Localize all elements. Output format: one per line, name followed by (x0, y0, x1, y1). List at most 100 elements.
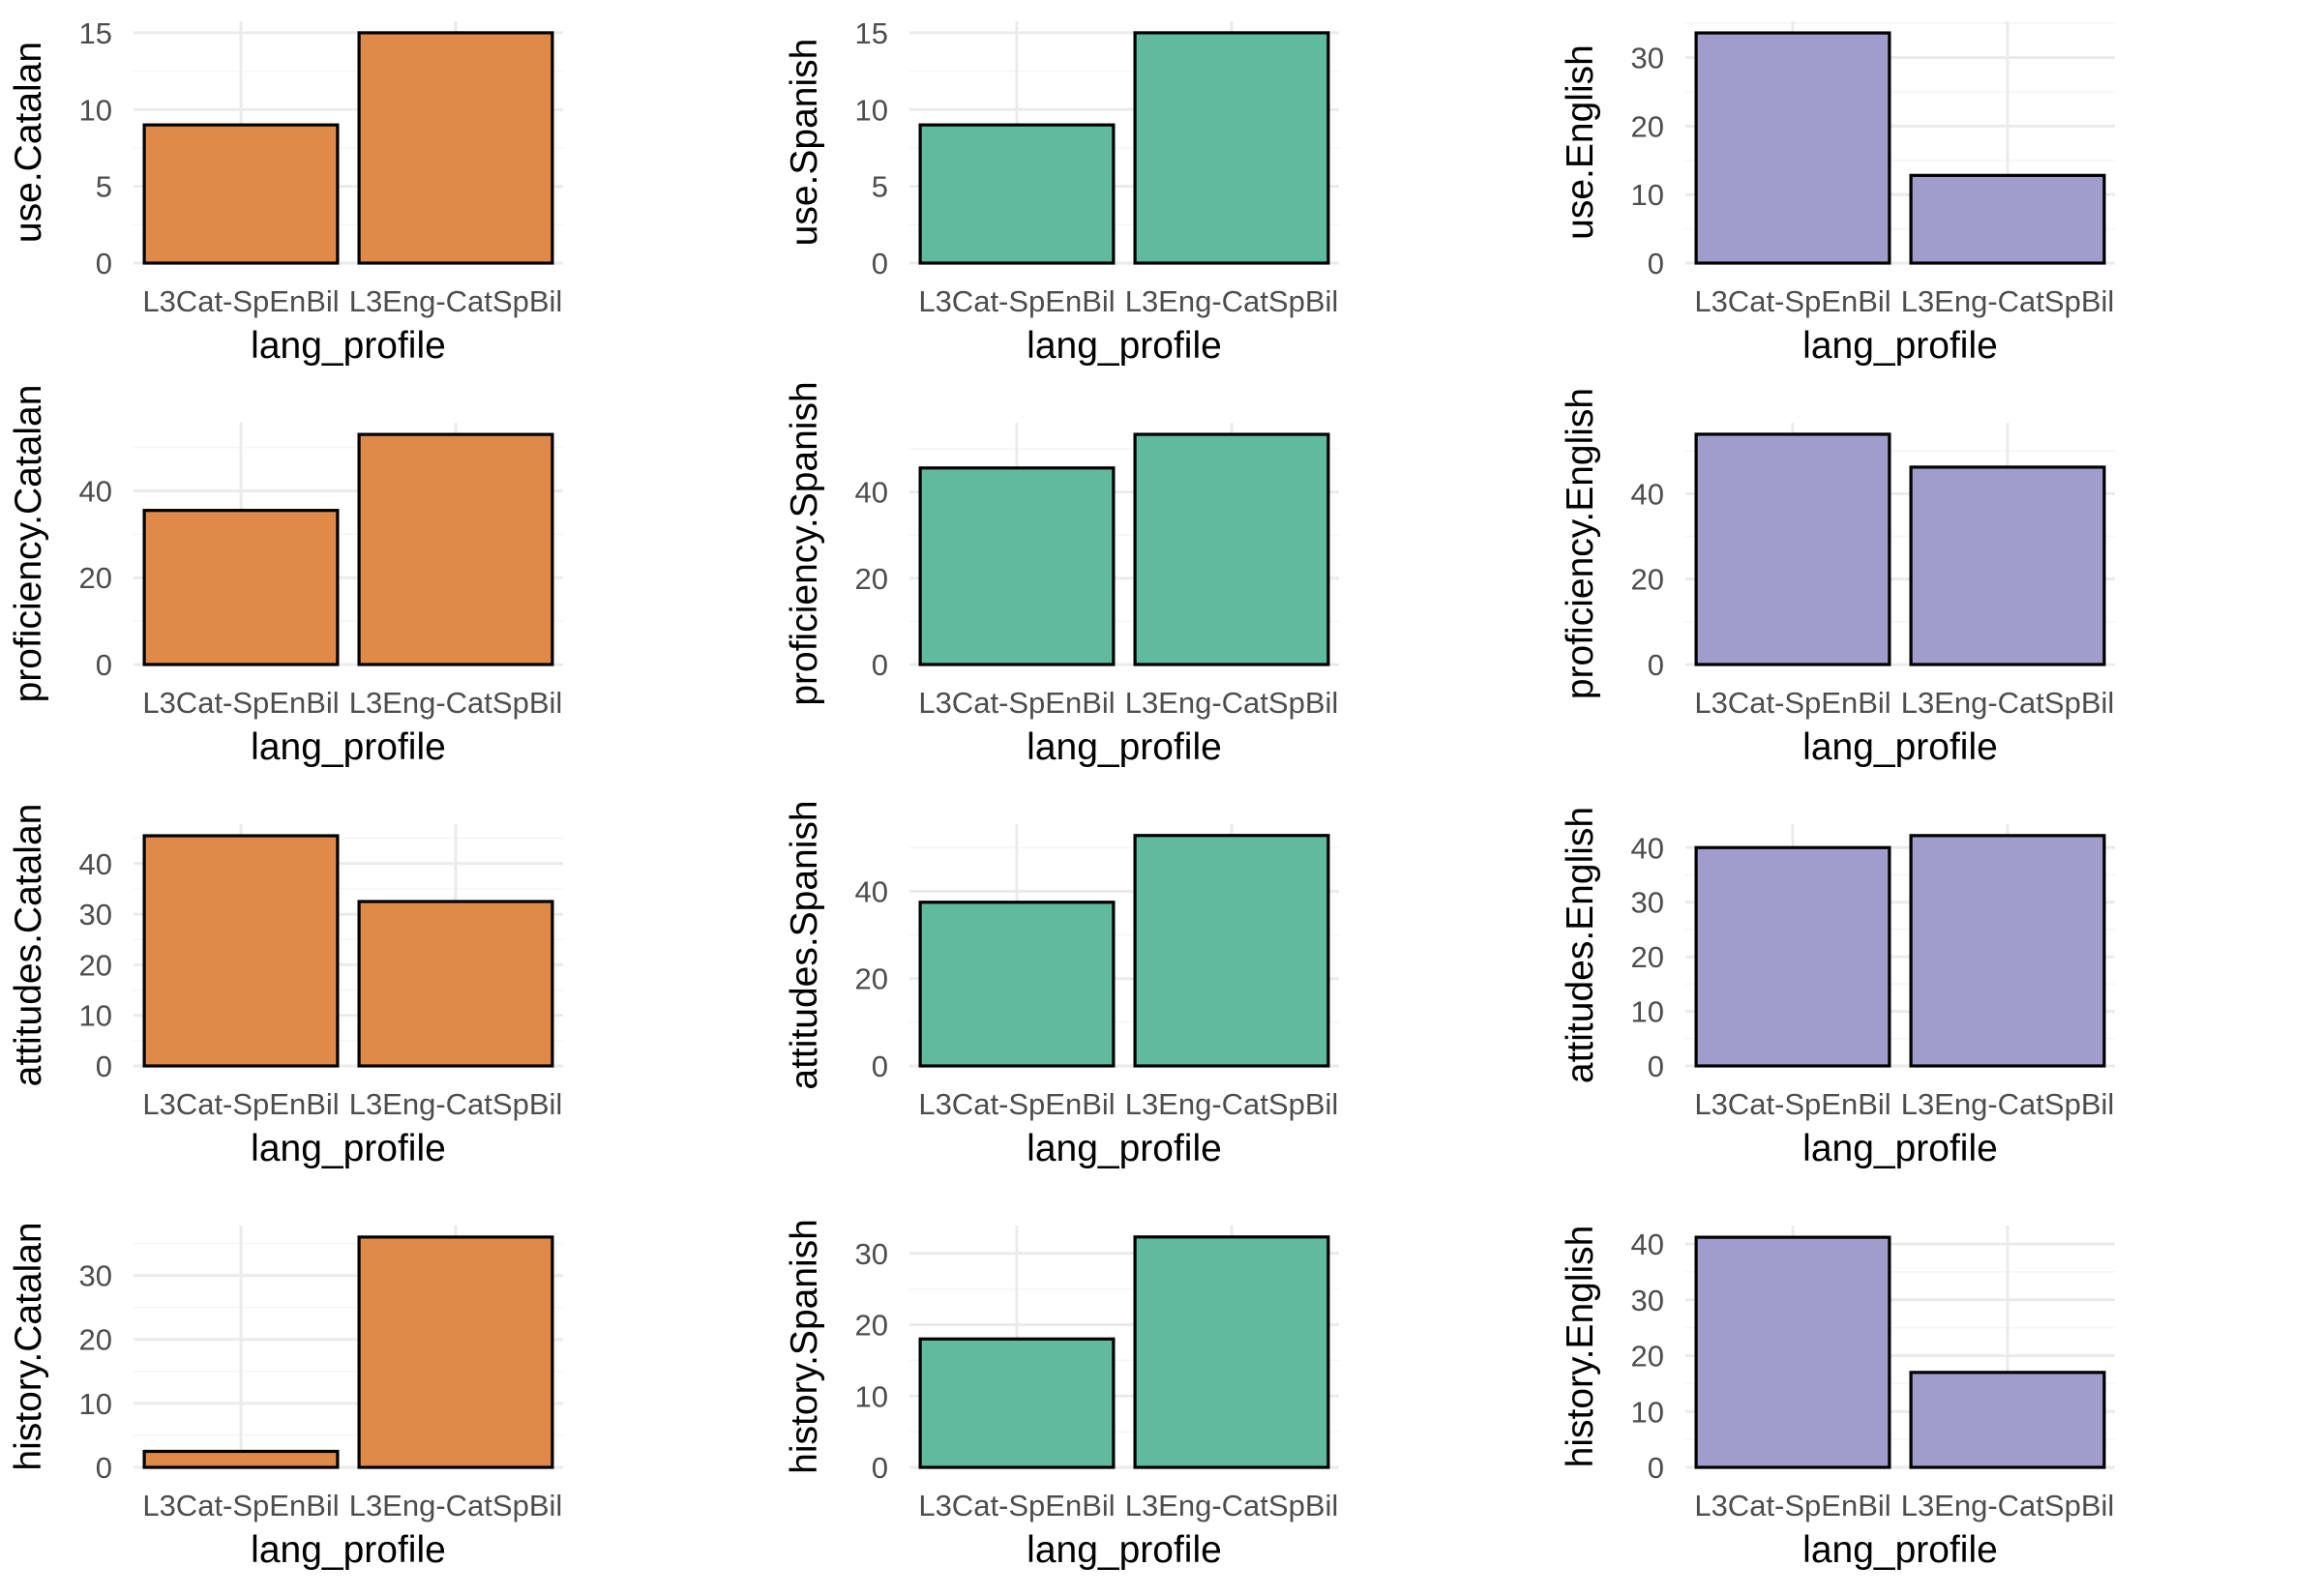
y-tick-label: 40 (79, 847, 112, 881)
panel-use-Spanish: 0 5 10 15 L3Cat-SpEnBil L3Eng-CatSpBil lang_pr… (784, 16, 1339, 367)
x-tick-label: L3Eng-CatSpBil (1125, 686, 1339, 720)
panel-attitudes-Catalan: 0 10 20 30 40 L3Cat-SpEnBil L3Eng-CatSpBil lang… (8, 804, 563, 1169)
bar-L3Cat-SpEnBil (918, 123, 1116, 265)
y-axis-title: use.Catalan (8, 42, 49, 243)
bar-L3Eng-CatSpBil (1133, 31, 1330, 265)
x-axis-title: lang_profile (1027, 325, 1222, 367)
bar-L3Cat-SpEnBil (1694, 1235, 1891, 1469)
x-tick-label: L3Cat-SpEnBil (918, 284, 1115, 318)
y-tick-label: 0 (96, 1451, 112, 1485)
y-tick-label: 10 (79, 999, 112, 1033)
bar-L3Eng-CatSpBil (1133, 1235, 1330, 1469)
y-tick-label: 5 (872, 170, 888, 204)
bar-L3Eng-CatSpBil (1909, 173, 2106, 265)
y-tick-label: 20 (79, 1323, 112, 1357)
y-tick-label: 20 (1631, 109, 1664, 143)
x-tick-label: L3Eng-CatSpBil (1901, 1087, 2115, 1121)
y-axis-title: history.English (1560, 1226, 1601, 1468)
bar-L3Eng-CatSpBil (1909, 1371, 2106, 1469)
x-axis-title: lang_profile (1802, 325, 1998, 367)
x-tick-label: L3Cat-SpEnBil (1694, 284, 1890, 318)
y-tick-label: 10 (79, 1387, 112, 1421)
y-tick-label: 30 (79, 1259, 112, 1293)
panel-history-Spanish: 0 10 20 30 L3Cat-SpEnBil L3Eng-CatSpBil lang_p… (784, 1219, 1339, 1571)
y-axis-title: history.Spanish (784, 1219, 825, 1474)
x-axis-title: lang_profile (251, 325, 446, 367)
y-tick-label: 10 (79, 93, 112, 127)
y-tick-label: 0 (872, 1451, 888, 1485)
x-axis-title: lang_profile (1027, 1529, 1222, 1571)
y-tick-label: 20 (1631, 1340, 1664, 1374)
y-axis-title: attitudes.Catalan (8, 804, 49, 1087)
y-tick-label: 0 (872, 247, 888, 281)
y-tick-label: 10 (1631, 178, 1664, 212)
x-axis-title: lang_profile (1802, 1128, 1998, 1169)
y-tick-label: 0 (96, 247, 112, 281)
x-tick-label: L3Eng-CatSpBil (349, 284, 563, 318)
x-tick-label: L3Cat-SpEnBil (1694, 686, 1890, 720)
x-tick-label: L3Eng-CatSpBil (1901, 686, 2115, 720)
y-tick-label: 30 (1631, 1284, 1664, 1317)
panel-attitudes-Spanish: 0 20 40 L3Cat-SpEnBil L3Eng-CatSpBil lang_pro… (784, 800, 1339, 1169)
y-tick-label: 10 (855, 93, 888, 127)
y-tick-label: 40 (855, 476, 888, 510)
x-tick-label: L3Cat-SpEnBil (142, 686, 339, 720)
x-tick-label: L3Cat-SpEnBil (1694, 1087, 1890, 1121)
y-tick-label: 0 (96, 1049, 112, 1083)
y-tick-label: 20 (79, 561, 112, 595)
y-tick-label: 10 (1631, 1395, 1664, 1429)
x-tick-label: L3Cat-SpEnBil (918, 686, 1115, 720)
y-tick-label: 10 (1631, 995, 1664, 1029)
bar-L3Cat-SpEnBil (142, 834, 340, 1068)
x-axis-title: lang_profile (251, 726, 446, 768)
y-tick-label: 0 (1648, 648, 1664, 682)
x-tick-label: L3Eng-CatSpBil (349, 686, 563, 720)
x-axis-title: lang_profile (251, 1128, 446, 1169)
y-tick-label: 20 (855, 962, 888, 996)
x-axis-title: lang_profile (1027, 726, 1222, 768)
x-axis-title: lang_profile (1027, 1128, 1222, 1169)
panel-proficiency-Spanish: 0 20 40 L3Cat-SpEnBil L3Eng-CatSpBil lang_pro… (784, 381, 1339, 768)
y-tick-label: 20 (1631, 563, 1664, 597)
panel-attitudes-English: 0 10 20 30 40 L3Cat-SpEnBil L3Eng-CatSpBil lang… (1560, 807, 2115, 1169)
bar-L3Cat-SpEnBil (142, 509, 340, 666)
x-tick-label: L3Eng-CatSpBil (1125, 284, 1339, 318)
y-tick-label: 0 (872, 1049, 888, 1083)
y-tick-label: 40 (1631, 1227, 1664, 1261)
y-tick-label: 0 (96, 648, 112, 682)
y-tick-label: 20 (855, 1309, 888, 1343)
bar-L3Eng-CatSpBil (1909, 834, 2106, 1068)
x-tick-label: L3Eng-CatSpBil (1125, 1489, 1339, 1522)
y-tick-label: 0 (1648, 247, 1664, 281)
panel-history-English: 0 10 20 30 40 L3Cat-SpEnBil L3Eng-CatSpBil lang… (1560, 1226, 2115, 1571)
bar-L3Cat-SpEnBil (918, 466, 1116, 666)
y-axis-title: attitudes.English (1560, 807, 1601, 1083)
y-axis-title: use.Spanish (784, 39, 825, 247)
bar-L3Eng-CatSpBil (357, 1235, 554, 1469)
y-axis-title: use.English (1560, 44, 1601, 240)
y-axis-title: attitudes.Spanish (784, 800, 825, 1089)
bar-L3Cat-SpEnBil (918, 901, 1116, 1068)
x-tick-label: L3Cat-SpEnBil (142, 1489, 339, 1522)
x-tick-label: L3Eng-CatSpBil (1125, 1087, 1339, 1121)
bar-L3Cat-SpEnBil (918, 1337, 1116, 1469)
x-tick-label: L3Cat-SpEnBil (142, 1087, 339, 1121)
x-tick-label: L3Eng-CatSpBil (1901, 1489, 2115, 1522)
y-tick-label: 0 (872, 648, 888, 682)
y-axis-title: proficiency.English (1560, 388, 1601, 699)
y-tick-label: 40 (855, 874, 888, 908)
y-tick-label: 5 (96, 170, 112, 204)
x-axis-title: lang_profile (251, 1529, 446, 1571)
bar-L3Eng-CatSpBil (1133, 834, 1330, 1068)
x-tick-label: L3Eng-CatSpBil (349, 1489, 563, 1522)
x-tick-label: L3Cat-SpEnBil (1694, 1489, 1890, 1522)
x-tick-label: L3Eng-CatSpBil (349, 1087, 563, 1121)
x-tick-label: L3Cat-SpEnBil (918, 1489, 1115, 1522)
y-tick-label: 20 (855, 562, 888, 596)
panel-use-Catalan: 0 5 10 15 L3Cat-SpEnBil L3Eng-CatSpBil lang_pr… (8, 16, 563, 367)
x-axis-title: lang_profile (1802, 1529, 1998, 1571)
bar-L3Eng-CatSpBil (1909, 465, 2106, 666)
bar-L3Eng-CatSpBil (357, 432, 554, 666)
x-tick-label: L3Cat-SpEnBil (142, 284, 339, 318)
